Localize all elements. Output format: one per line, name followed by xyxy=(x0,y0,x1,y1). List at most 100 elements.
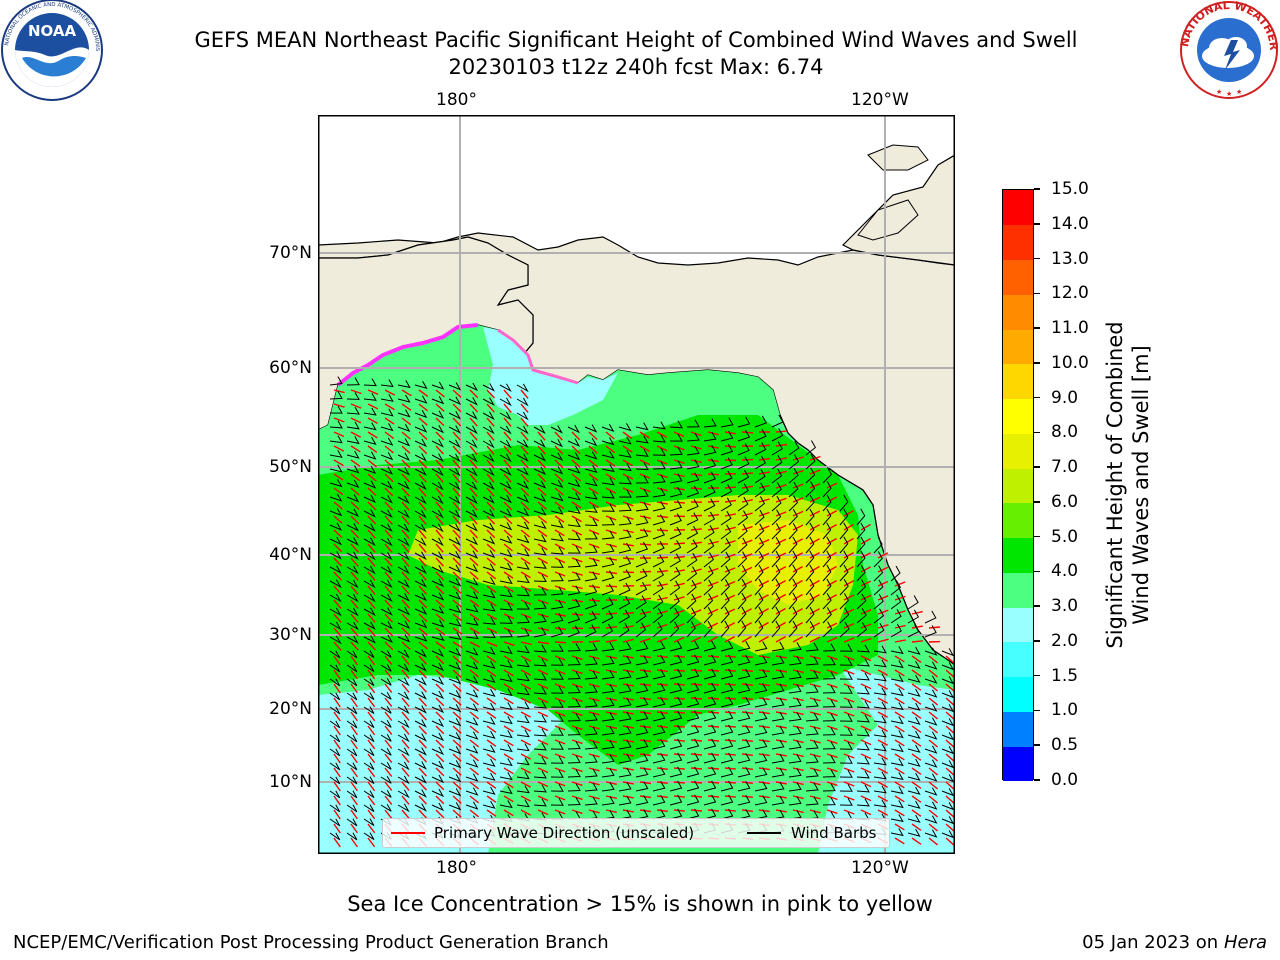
wind-barb xyxy=(856,756,870,765)
wind-barb xyxy=(618,767,632,778)
wind-barb xyxy=(856,536,866,554)
wave-direction-arrow xyxy=(554,767,566,773)
wave-direction-arrow xyxy=(452,711,462,720)
wind-barb xyxy=(788,642,802,652)
wind-barb xyxy=(550,713,564,722)
wave-direction-arrow xyxy=(418,627,428,636)
wave-direction-arrow xyxy=(826,795,838,801)
wind-barb xyxy=(533,547,547,556)
wind-barb xyxy=(431,523,444,533)
wave-direction-arrow xyxy=(367,739,376,750)
wind-barb xyxy=(465,550,479,559)
wave-direction-arrow xyxy=(928,781,939,790)
wave-direction-arrow xyxy=(792,456,804,461)
wave-direction-arrow xyxy=(554,431,563,441)
wind-barb xyxy=(703,668,717,680)
wind-barb xyxy=(465,617,479,626)
wave-direction-arrow xyxy=(486,711,497,719)
wave-direction-arrow xyxy=(707,809,720,812)
colorbar-tick-label: 11.0 xyxy=(1051,318,1089,339)
wave-direction-arrow xyxy=(367,417,378,425)
wind-barb xyxy=(754,781,768,792)
wave-direction-arrow xyxy=(571,459,581,468)
wind-barb xyxy=(686,696,700,708)
wave-direction-arrow xyxy=(486,683,497,691)
wind-barb xyxy=(329,565,342,574)
colorbar-tick-mark xyxy=(1034,327,1040,329)
wave-direction-arrow xyxy=(469,767,480,776)
wind-barb xyxy=(669,526,682,540)
wave-direction-label: Primary Wave Direction (unscaled) xyxy=(434,824,695,842)
wind-barb xyxy=(499,660,513,669)
wave-direction-arrow xyxy=(605,781,617,785)
wave-direction-arrow xyxy=(605,459,616,467)
wind-barb xyxy=(567,559,581,568)
wind-barb xyxy=(788,481,799,498)
wave-direction-arrow xyxy=(537,543,548,551)
wave-direction-arrow xyxy=(639,515,651,519)
wind-barb xyxy=(414,733,427,742)
wind-barb xyxy=(754,469,766,484)
wave-direction-arrow xyxy=(452,459,461,469)
wind-barb xyxy=(601,610,614,624)
wind-barb xyxy=(941,732,955,741)
wave-direction-arrow xyxy=(622,557,634,560)
wave-direction-arrow xyxy=(435,417,445,427)
wind-barb xyxy=(839,522,849,540)
wave-direction-arrow xyxy=(469,795,480,804)
chart-title: GEFS MEAN Northeast Pacific Significant … xyxy=(194,28,1078,52)
wave-direction-arrow xyxy=(350,473,361,482)
wind-barb xyxy=(839,578,849,596)
wave-direction-arrow xyxy=(418,599,428,609)
wind-barb xyxy=(516,494,530,503)
wave-direction-arrow xyxy=(843,509,854,517)
wind-barb xyxy=(533,686,547,695)
wave-direction-arrow xyxy=(690,711,703,714)
wind-barb xyxy=(499,716,513,725)
wave-direction-arrow xyxy=(367,697,376,708)
wind-barb xyxy=(329,804,341,813)
colorbar-segment xyxy=(1003,259,1033,295)
wind-barb xyxy=(703,710,717,722)
wave-direction-arrow xyxy=(588,543,600,549)
wind-barb xyxy=(839,755,853,764)
wind-barb xyxy=(363,436,377,446)
wind-barb xyxy=(346,593,359,603)
wave-direction-arrow xyxy=(554,809,566,815)
wind-barb xyxy=(431,551,444,560)
wind-barb xyxy=(771,509,782,526)
wind-barb xyxy=(822,494,832,512)
wave-direction-arrow xyxy=(537,431,546,441)
wave-direction-arrow xyxy=(520,473,530,483)
wind-barb xyxy=(346,421,360,430)
wave-direction-arrow xyxy=(350,669,358,680)
wave-direction-arrow xyxy=(843,669,855,675)
wind-barb xyxy=(737,551,748,568)
wind-barb xyxy=(618,753,632,764)
wave-direction-arrow xyxy=(520,795,532,802)
wave-direction-arrow xyxy=(809,781,821,786)
wave-direction-arrow xyxy=(520,529,531,538)
wind-barb xyxy=(448,467,461,477)
wind-barb xyxy=(941,662,955,671)
wave-direction-arrow xyxy=(452,767,462,776)
wave-direction-arrow xyxy=(333,809,341,820)
wave-direction-arrow xyxy=(605,515,617,521)
wave-direction-arrow xyxy=(673,459,685,464)
wave-direction-arrow xyxy=(809,739,821,744)
wave-direction-arrow xyxy=(775,809,787,813)
wind-barb xyxy=(397,789,410,799)
wind-barbs-label: Wind Barbs xyxy=(791,824,877,842)
wind-barb xyxy=(431,381,445,390)
colorbar-tick-mark xyxy=(1034,535,1040,538)
wind-barb xyxy=(601,543,615,554)
wind-barb xyxy=(788,606,798,624)
colorbar-tick-mark xyxy=(1034,779,1040,781)
wind-barb xyxy=(805,782,819,792)
wind-barb xyxy=(652,474,666,484)
wave-direction-arrow xyxy=(605,767,617,771)
wave-direction-arrow xyxy=(639,697,651,701)
wave-direction-arrow xyxy=(537,487,547,497)
wave-direction-arrow xyxy=(486,501,495,511)
wind-barb xyxy=(448,802,462,811)
